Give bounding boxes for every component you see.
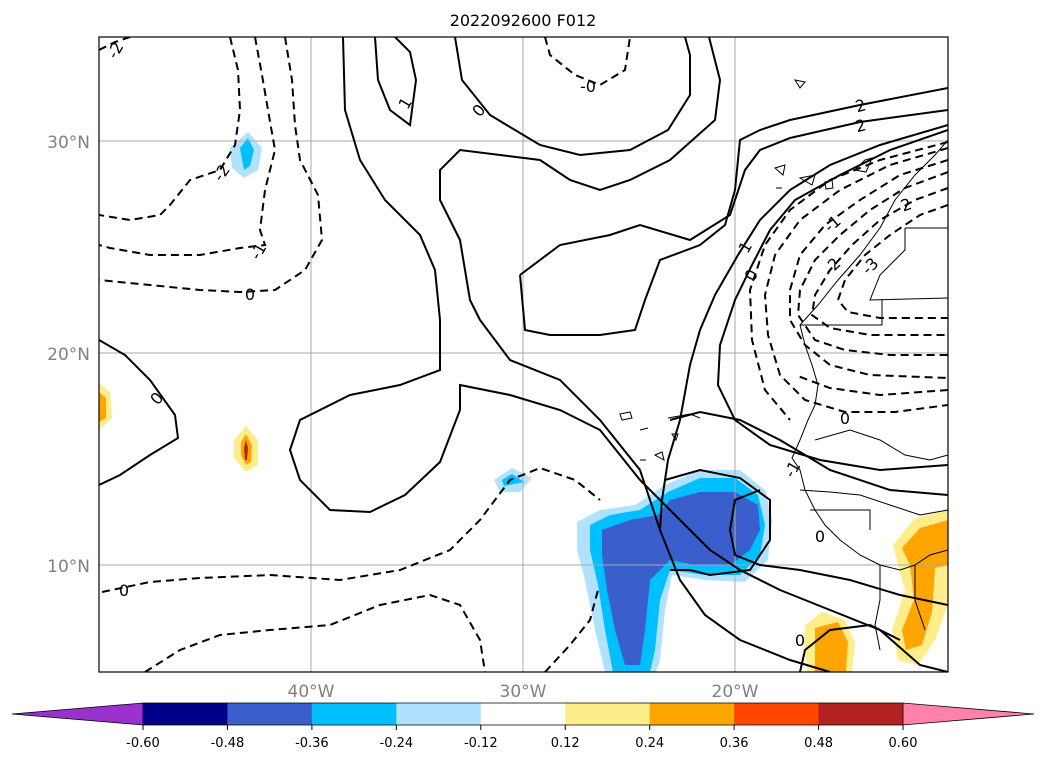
- island-1: [619, 411, 633, 421]
- contour-neg1-east: [789, 159, 948, 379]
- colorbar-segment: [396, 703, 482, 725]
- colorbar-extend-high: [902, 702, 1035, 726]
- colorbar-segment: [565, 703, 651, 725]
- colorbar-tick-label: -0.12: [464, 736, 498, 751]
- contour-label: 0: [245, 285, 255, 304]
- colorbar-segment: [227, 703, 313, 725]
- contour-neg2-corner: [99, 37, 131, 51]
- latitude-labels: 30°N 20°N 10°N: [47, 133, 90, 577]
- contour-neg1-west: [99, 37, 277, 256]
- colorbar-segment: [311, 703, 397, 725]
- contour-label: -0: [580, 77, 596, 96]
- colorbar-tick-label: 0.36: [720, 736, 749, 751]
- anomaly-small-sky-blue: [240, 138, 254, 170]
- colorbar-segment: [734, 703, 820, 725]
- colorbar-segment: [649, 703, 735, 725]
- colorbar-tick-label: 0.24: [635, 736, 664, 751]
- colorbar-outline: [143, 702, 903, 726]
- canary-2: [798, 174, 816, 186]
- map-title: 2022092600 F012: [450, 11, 597, 30]
- border-5: [799, 489, 948, 516]
- contour-zero-west: [99, 37, 324, 294]
- colorbar-extend-low: [11, 702, 144, 726]
- west-africa-coast: [791, 139, 948, 571]
- azores-1: [793, 79, 806, 89]
- contours-solid: [99, 37, 948, 672]
- contour-label: 0: [815, 527, 825, 546]
- contour-neg-south-2: [544, 589, 599, 672]
- lon-label-40w: 40°W: [288, 682, 335, 702]
- contour-label: 0: [795, 631, 805, 650]
- contour-zero-mid: [669, 410, 948, 496]
- contour-zero-east: [763, 147, 948, 413]
- map-panel: -2 -2 -1 0 0 1 0 -0 2 2 -1 -2 2 -3 1 0 0…: [99, 37, 948, 672]
- contour-neg0-north: [544, 37, 631, 87]
- contour-one-south: [439, 37, 831, 672]
- contour-neg1-lower: [794, 374, 948, 397]
- contour-zero-central: [288, 37, 948, 672]
- colorbar-segment: [818, 703, 904, 725]
- colorbar-tick-label: 0.60: [889, 736, 918, 751]
- contour-neg2-east: [796, 171, 948, 356]
- lon-label-30w: 30°W: [500, 682, 547, 702]
- colorbar-tick-label: -0.48: [211, 736, 245, 751]
- contour-negative-loop: [664, 468, 771, 577]
- colorbar-tick-label: 0.12: [551, 736, 580, 751]
- colorbar-tick-label: -0.36: [295, 736, 329, 751]
- canary-1: [773, 164, 786, 176]
- contour-label: 2: [853, 95, 868, 116]
- contour-neg3-east: [810, 187, 948, 336]
- colorbar-tick-label: -0.24: [380, 736, 414, 751]
- contour-label: 0: [119, 581, 129, 600]
- border-6: [810, 509, 871, 530]
- lat-label-20n: 20°N: [47, 345, 90, 365]
- anomaly-east-orange: [902, 520, 948, 650]
- lat-label-30n: 30°N: [47, 133, 90, 153]
- contour-label: 0: [840, 409, 850, 428]
- colorbar-tick-label: 0.48: [804, 736, 833, 751]
- anomaly-edge-orange: [99, 392, 106, 422]
- colorbar-tick-label: -0.60: [126, 736, 160, 751]
- anomaly-small-darkred: [244, 440, 248, 460]
- border-8: [914, 565, 926, 631]
- contour-one-loop: [374, 37, 418, 127]
- contour-one-inner: [728, 489, 948, 606]
- contours-dashed: [99, 37, 948, 672]
- contour-zero-north: [454, 37, 691, 157]
- map-frame: [98, 36, 949, 673]
- colorbar-segment: [143, 703, 228, 725]
- coastlines: [619, 79, 948, 651]
- gridlines: [99, 37, 948, 672]
- contour-label: 2: [853, 115, 868, 136]
- island-2: [639, 427, 649, 431]
- longitude-labels: 40°W 30°W 20°W: [288, 682, 759, 702]
- contour-two-north: [519, 87, 948, 336]
- contour-neg3-inner: [836, 204, 948, 319]
- colorbar-segment: [480, 703, 566, 725]
- colorbar: -0.60 -0.48 -0.36 -0.24 -0.12 0.12 0.24 0.36 0.4…: [11, 702, 1035, 751]
- anomaly-royal-blue: [602, 492, 760, 665]
- border-2: [869, 228, 948, 301]
- contour-two-inner: [519, 109, 948, 276]
- contour-zero-east: [659, 124, 948, 531]
- island-4: [653, 451, 665, 461]
- contour-zero-south: [101, 466, 601, 593]
- contour-neg-south: [144, 593, 486, 672]
- lat-label-10n: 10°N: [47, 557, 90, 577]
- contour-south: [799, 623, 901, 672]
- border-7: [874, 565, 881, 651]
- border-4: [814, 429, 948, 461]
- contour-zero-west: [99, 339, 180, 486]
- lon-label-20w: 20°W: [712, 682, 759, 702]
- contour-neg2-west: [99, 37, 242, 222]
